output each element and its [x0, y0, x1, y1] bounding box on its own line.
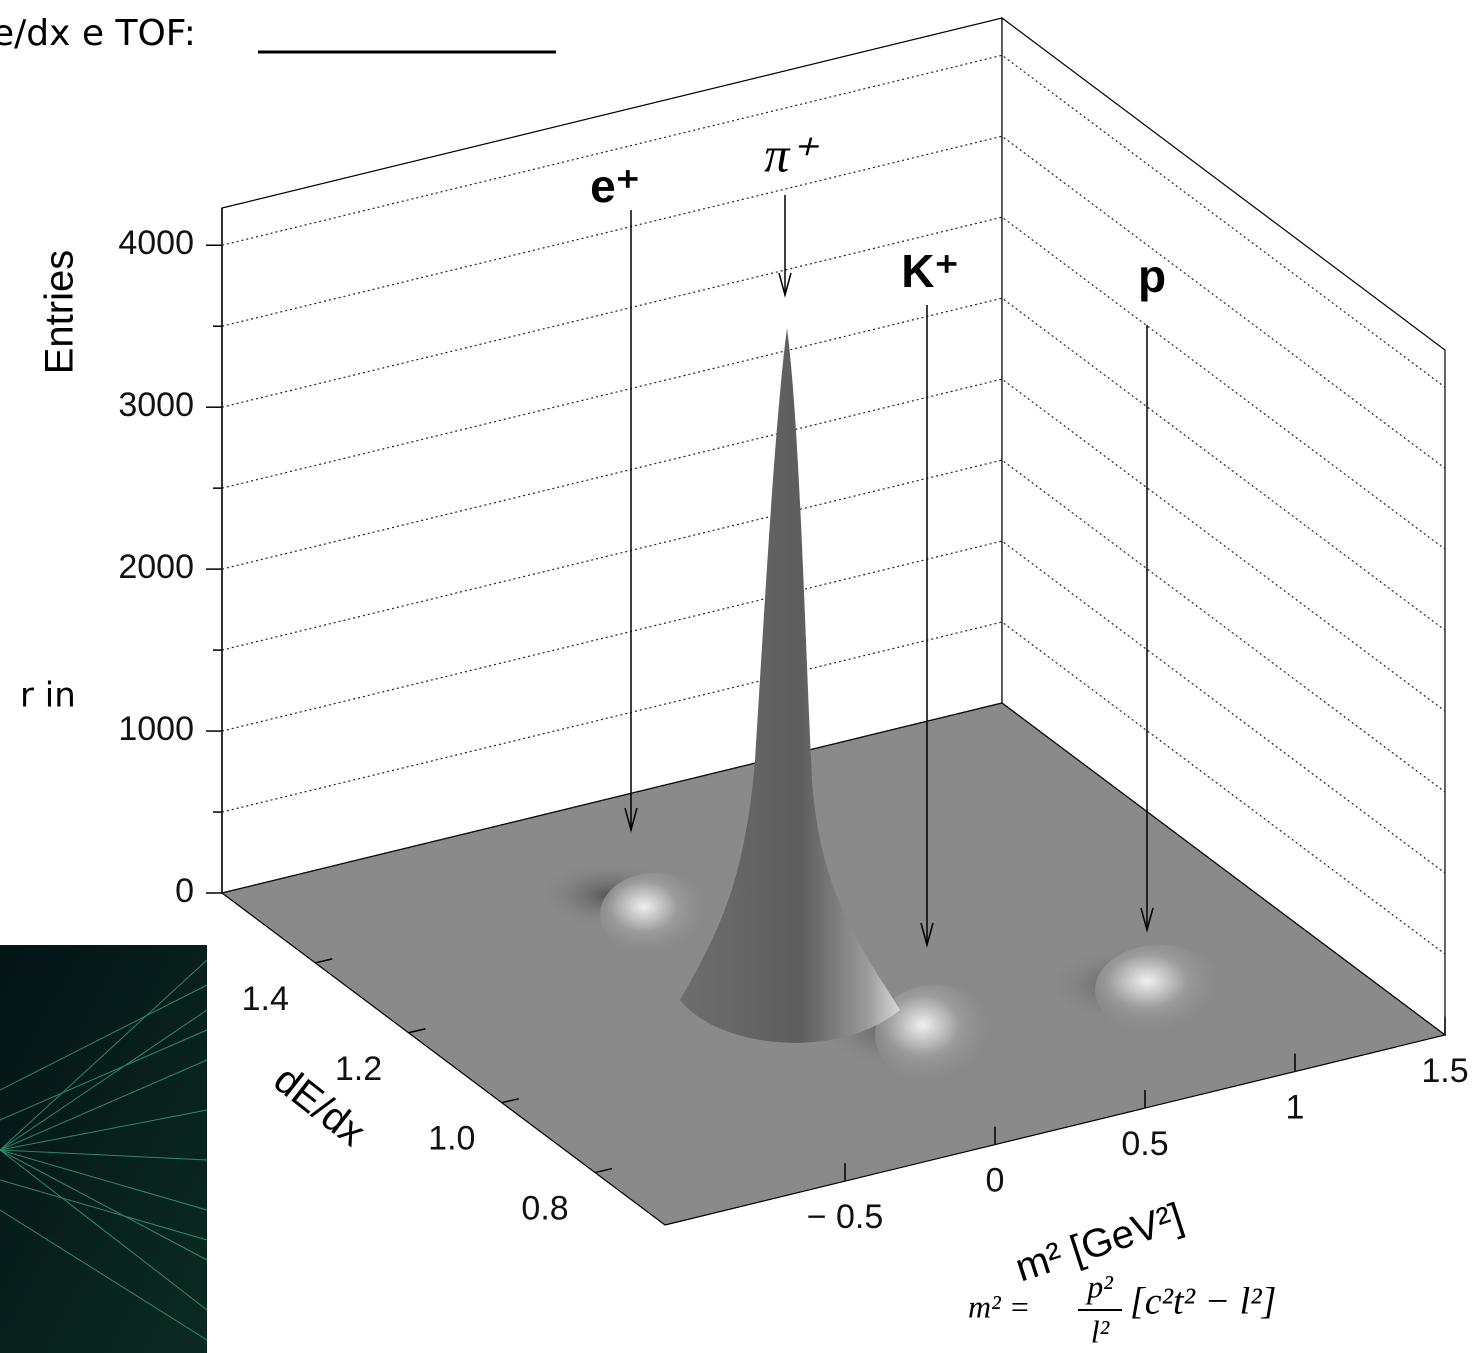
- arrow-head: [1140, 907, 1154, 933]
- z-tick-label: 3000: [118, 386, 194, 424]
- formula-lhs: m² =: [968, 1288, 1030, 1324]
- z-tick-label: 1000: [118, 710, 194, 748]
- z-tick-label: 4000: [118, 224, 194, 262]
- formula-den: l²: [1091, 1313, 1111, 1349]
- formula-num: p²: [1085, 1268, 1114, 1304]
- slide-title: e/dx e TOF:: [0, 13, 196, 54]
- arrow-head: [624, 807, 638, 833]
- formula: m² = p² l² [c²t² − l²]: [968, 1268, 1276, 1349]
- arrow-head: [920, 922, 934, 948]
- formula-bracket: [c²t² − l²]: [1130, 1281, 1276, 1323]
- y-tick-label: 1.0: [428, 1120, 475, 1158]
- grid-line: [221, 540, 1446, 874]
- surface: [535, 328, 1225, 1085]
- y-tick: [315, 958, 333, 964]
- z-tick-label: 0: [175, 872, 194, 910]
- y-tick-label: 0.8: [521, 1190, 568, 1228]
- peak-label: K⁺: [901, 245, 959, 297]
- grid-line: [221, 54, 1446, 388]
- peak-label: e⁺: [590, 160, 640, 212]
- track-image: [0, 945, 208, 1353]
- y-tick: [408, 1028, 426, 1034]
- peak-label: π⁺: [764, 126, 819, 182]
- y-tick: [594, 1167, 613, 1174]
- y-tick-label: 1.2: [335, 1050, 382, 1088]
- z-tick-label: 2000: [118, 548, 194, 586]
- x-tick-label: 0: [986, 1162, 1005, 1200]
- z-axis-label: Entries: [38, 250, 82, 375]
- grid-line: [221, 702, 1446, 1036]
- x-tick-label: 1: [1286, 1089, 1305, 1127]
- x-tick-label: − 0.5: [807, 1198, 884, 1236]
- x-tick-label: 1.5: [1421, 1052, 1468, 1090]
- grid-line: [221, 621, 1446, 955]
- grid-line: [221, 216, 1446, 550]
- grid-line: [221, 297, 1446, 631]
- y-tick: [501, 1097, 519, 1104]
- annotations: e⁺ π⁺ K⁺ p: [590, 126, 1166, 948]
- x-tick-label: 0.5: [1121, 1125, 1168, 1163]
- peak-label: p: [1138, 250, 1166, 302]
- side-text: r in: [20, 676, 76, 716]
- y-tick-label: 1.4: [242, 980, 289, 1018]
- grid-line: [221, 459, 1446, 793]
- grid-line: [221, 135, 1446, 469]
- grid-line: [221, 378, 1446, 712]
- arrow-head: [778, 272, 792, 298]
